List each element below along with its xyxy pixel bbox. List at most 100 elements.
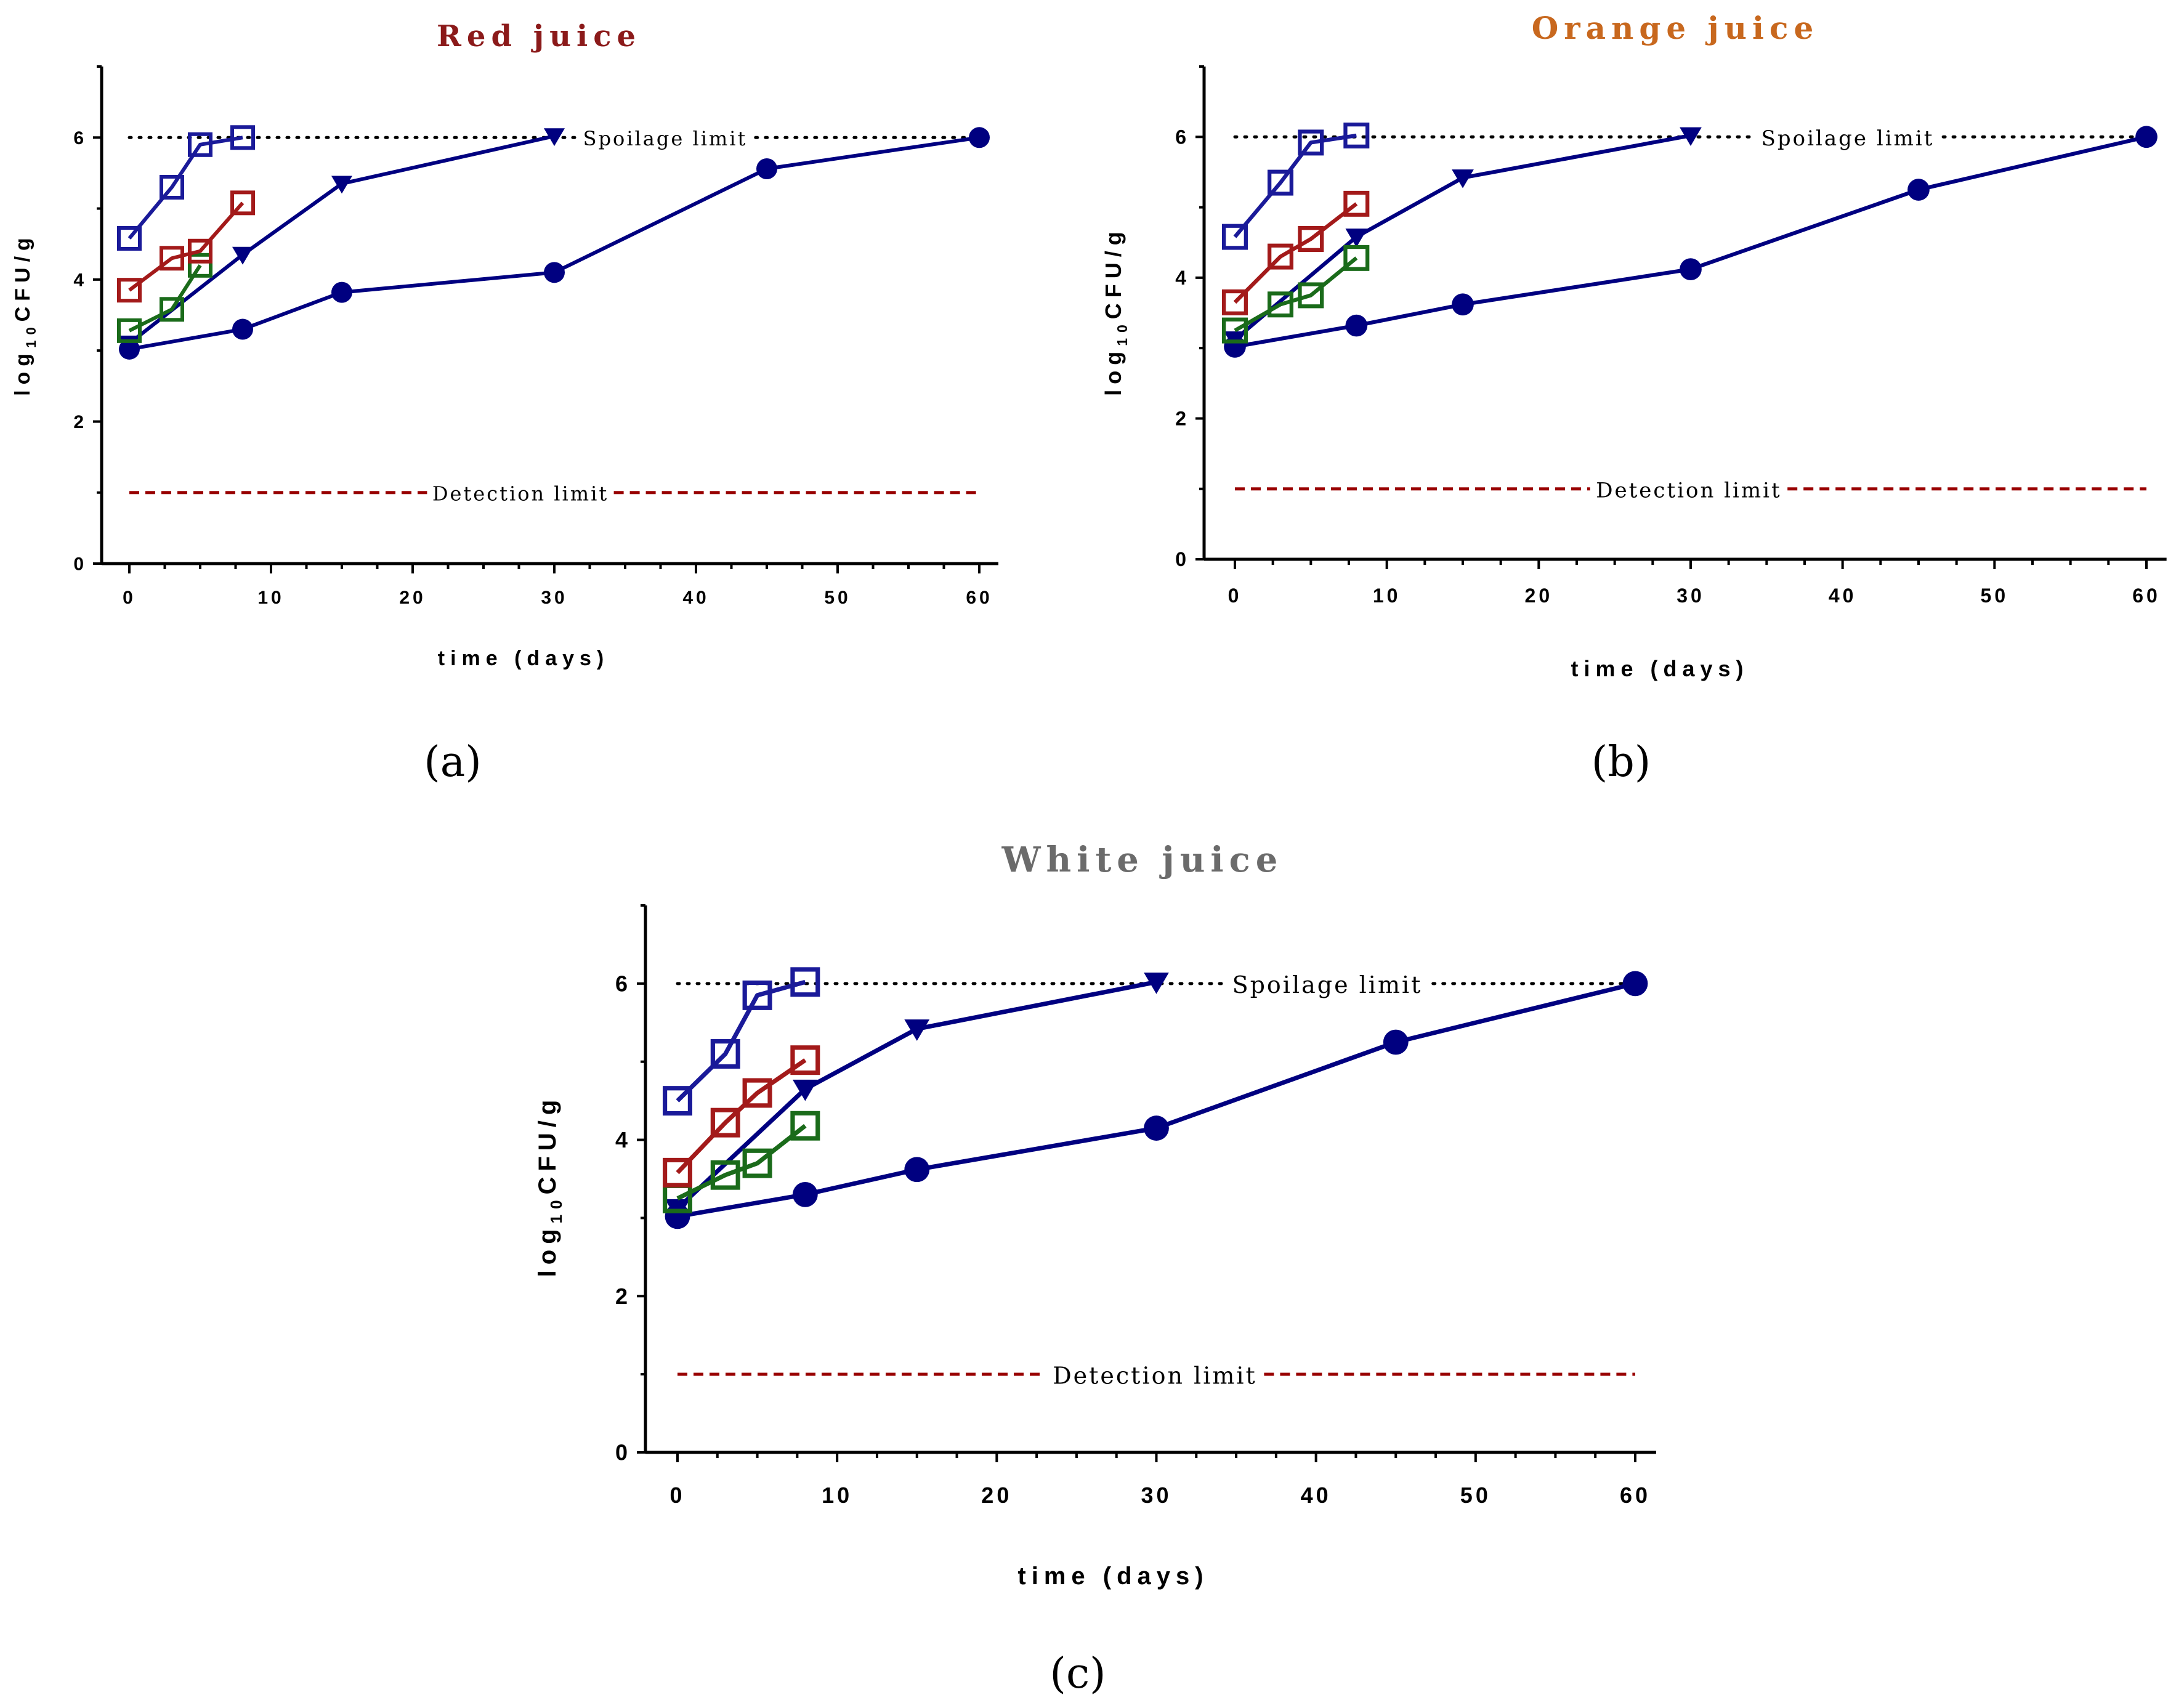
y-axis-title: log10CFU/g (534, 1095, 565, 1277)
data-point (230, 125, 255, 150)
data-point (1298, 129, 1324, 156)
data-point (1680, 127, 1702, 146)
data-point (742, 1148, 772, 1178)
data-point (160, 174, 184, 200)
data-point (331, 281, 352, 303)
series-4-square-open (1222, 122, 1370, 250)
data-point (1222, 289, 1248, 315)
data-point (1144, 1115, 1169, 1141)
y-tick-label: 0 (1175, 548, 1189, 570)
x-tick-label: 10 (822, 1483, 852, 1508)
y-tick-label: 0 (73, 554, 87, 575)
panel-caption: (b) (1591, 738, 1651, 787)
data-point (1680, 258, 1702, 280)
data-point (790, 967, 820, 997)
y-tick-label: 2 (73, 412, 87, 432)
data-point (230, 190, 255, 216)
x-tick-label: 60 (2132, 585, 2161, 607)
data-point (1383, 1029, 1409, 1055)
data-point (2135, 126, 2158, 148)
data-point (904, 1157, 930, 1183)
data-point (969, 127, 990, 148)
series-line (1233, 133, 1357, 238)
x-tick-label: 10 (257, 588, 284, 608)
detection-limit-label: Detection limit (432, 482, 609, 506)
data-point (662, 1157, 692, 1188)
data-point (710, 1160, 740, 1190)
data-point (117, 318, 142, 343)
series-line (1234, 135, 2147, 349)
data-point (1452, 293, 1474, 316)
series-2-square-open (1222, 245, 1370, 344)
data-point (1452, 169, 1474, 188)
y-tick-label: 2 (615, 1284, 631, 1309)
data-point (1343, 190, 1370, 217)
data-point (188, 253, 212, 278)
data-point (331, 176, 352, 194)
data-point (1343, 122, 1370, 148)
x-tick-label: 20 (981, 1483, 1012, 1508)
series-line (1234, 256, 1358, 333)
series-4-square-open (662, 967, 820, 1116)
x-tick-label: 40 (682, 588, 709, 608)
x-tick-label: 0 (669, 1483, 685, 1508)
panel-caption: (a) (424, 738, 482, 787)
series-line (128, 134, 555, 345)
data-point (1222, 224, 1248, 250)
y-tick-label: 6 (615, 971, 631, 996)
y-axis-title: log10CFU/g (1101, 226, 1130, 396)
series-line (127, 136, 243, 240)
data-point (117, 225, 142, 251)
y-tick-label: 4 (73, 270, 87, 290)
x-tick-label: 50 (1460, 1483, 1491, 1508)
spoilage-limit-label: Spoilage limit (583, 127, 748, 150)
data-point (756, 158, 777, 180)
x-tick-label: 30 (1141, 1483, 1171, 1508)
data-point (188, 238, 212, 264)
data-point (1345, 314, 1368, 337)
data-point (1298, 225, 1324, 252)
data-point (710, 1039, 740, 1069)
y-tick-label: 6 (1175, 126, 1189, 148)
data-point (232, 246, 253, 265)
data-point (1222, 317, 1248, 344)
series-line (676, 1123, 807, 1200)
series-line (128, 201, 245, 292)
x-tick-label: 0 (1228, 585, 1242, 607)
series-line (676, 979, 806, 1103)
x-tick-label: 20 (399, 588, 426, 608)
data-point (1622, 971, 1648, 997)
spoilage-limit-label: Spoilage limit (1232, 971, 1423, 998)
series-line (1233, 133, 1691, 341)
x-tick-label: 60 (966, 588, 992, 608)
data-point (1144, 973, 1169, 994)
detection-limit-label: Detection limit (1596, 478, 1781, 503)
data-point (792, 1079, 818, 1101)
data-point (232, 318, 253, 340)
series-line (129, 136, 980, 351)
panel-caption: (c) (1050, 1649, 1106, 1698)
data-point (544, 128, 565, 147)
series-4-square-open (117, 125, 255, 251)
spoilage-limit-label: Spoilage limit (1761, 126, 1935, 151)
series-line (128, 264, 202, 333)
x-tick-label: 60 (1620, 1483, 1651, 1508)
data-point (662, 1086, 692, 1116)
data-point (117, 278, 142, 303)
x-tick-label: 40 (1829, 585, 1857, 607)
data-point (1343, 245, 1370, 271)
series-line (676, 1058, 807, 1175)
series-2-square-open (662, 1111, 820, 1213)
x-tick-label: 50 (824, 588, 851, 608)
x-axis-title: time (days) (1571, 656, 1749, 681)
x-axis-title: time (days) (1017, 1563, 1208, 1590)
data-point (1298, 282, 1324, 309)
data-point (1267, 169, 1293, 196)
detection-limit-label: Detection limit (1053, 1362, 1257, 1389)
series-2-square-open (117, 253, 212, 343)
y-tick-label: 6 (73, 128, 87, 148)
series-3-square-open (117, 190, 255, 303)
